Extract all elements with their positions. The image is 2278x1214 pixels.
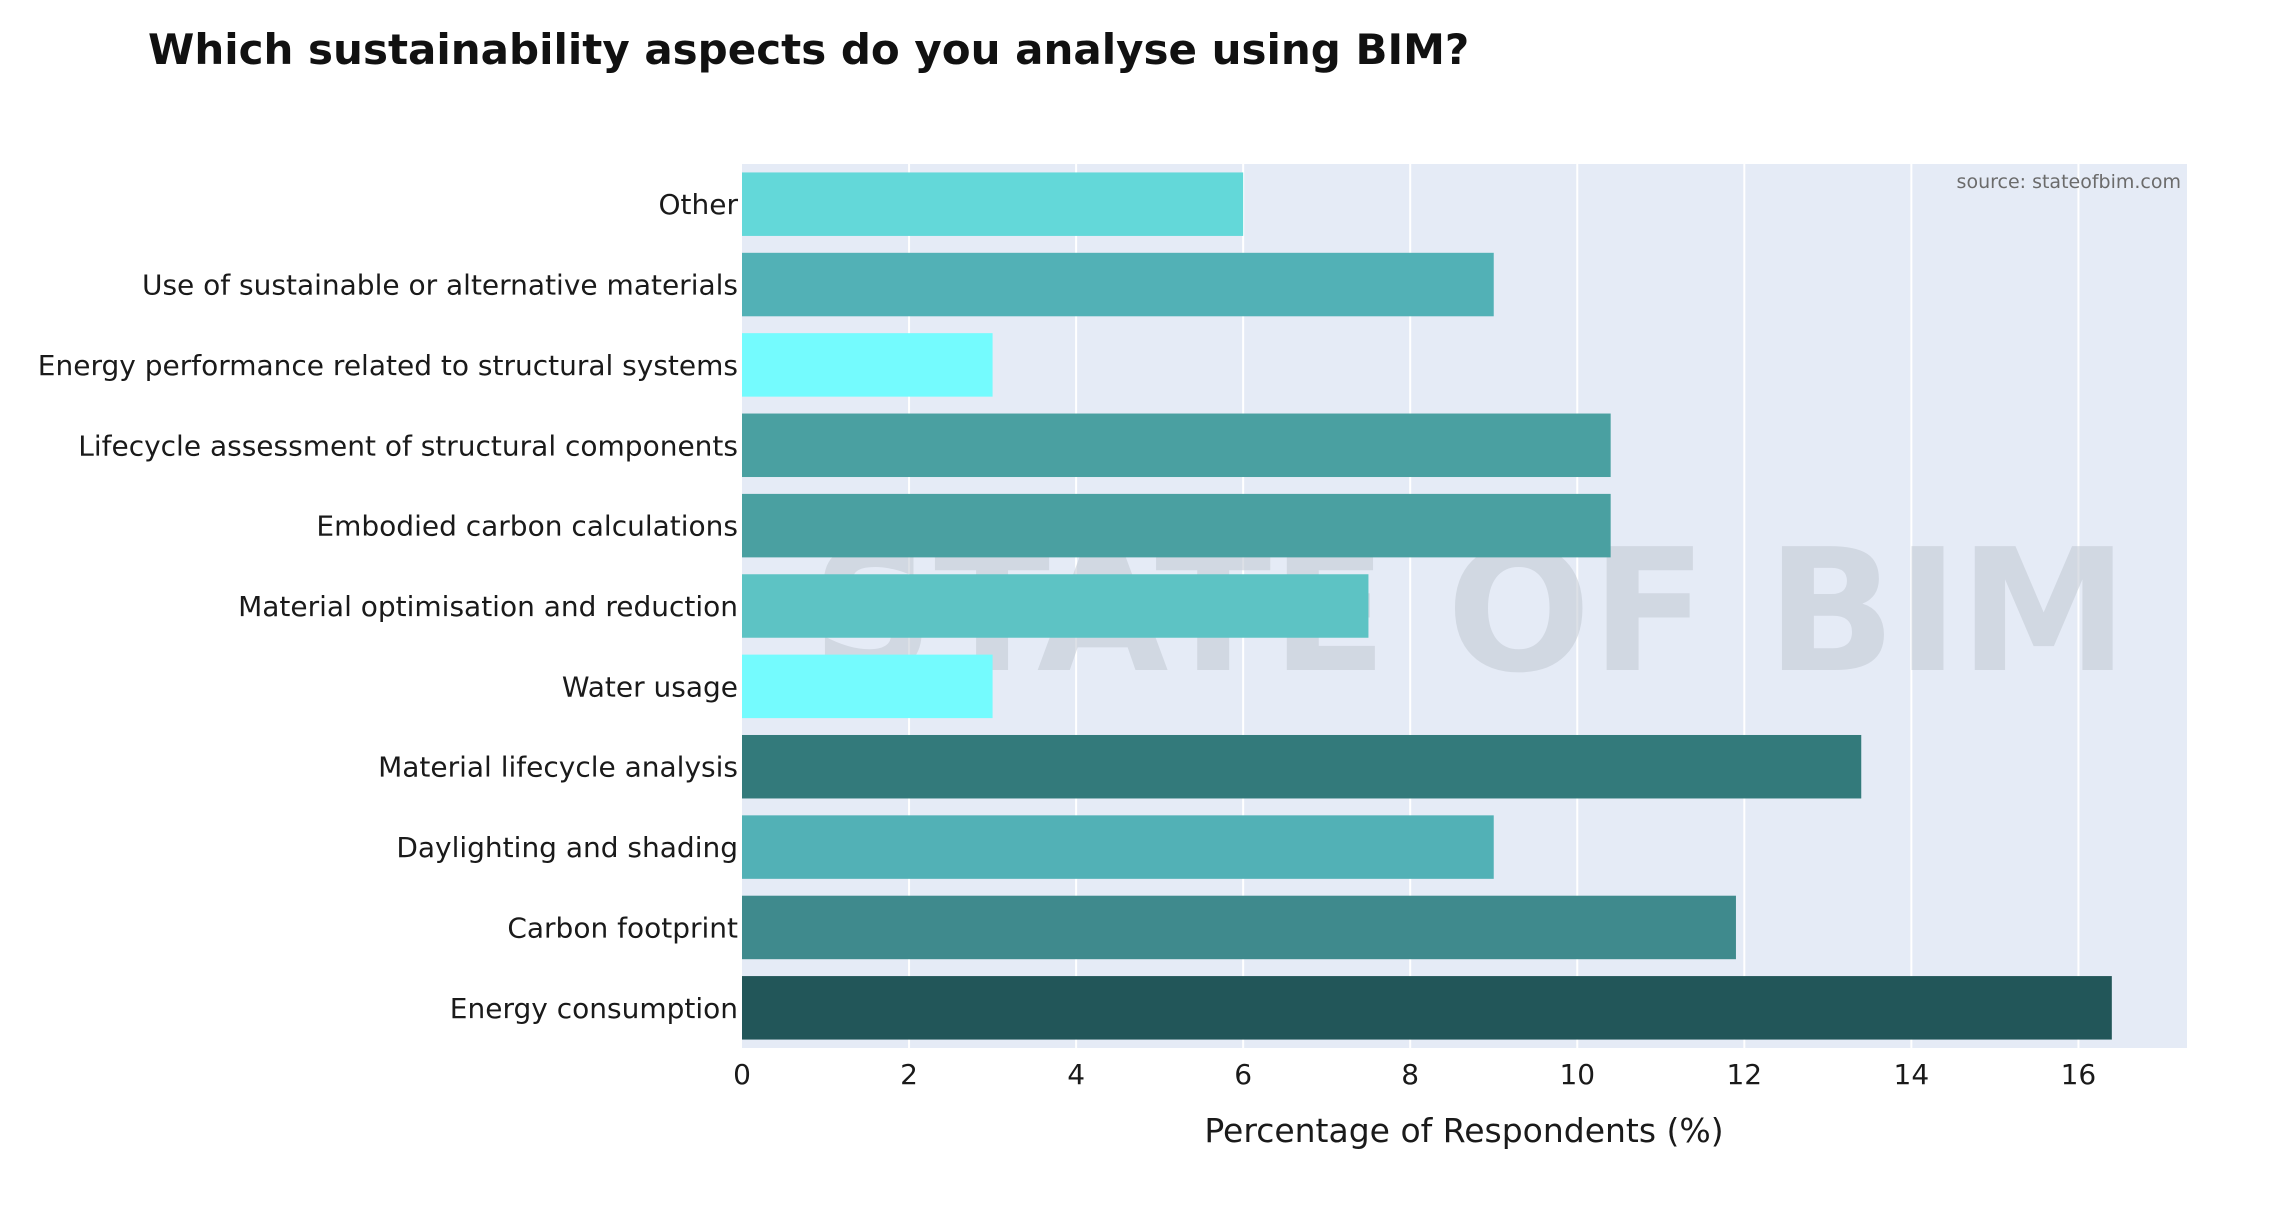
category-labels: Energy consumption Carbon footprint Daylig… [38, 188, 739, 1025]
x-axis-title: Percentage of Respondents (%) [1204, 1111, 1723, 1150]
chart-title: Which sustainability aspects do you anal… [148, 25, 1469, 74]
bar-carbon-footprint [742, 895, 1736, 960]
bar-material-optimisation-and-reduction [742, 574, 1369, 638]
category-label: Daylighting and shading [396, 831, 738, 864]
x-tick-label: 16 [2061, 1058, 2097, 1091]
x-tick-label: 10 [1559, 1058, 1595, 1091]
category-label: Water usage [562, 670, 738, 703]
category-label: Energy performance related to structural… [38, 349, 738, 382]
x-tick-label: 12 [1726, 1058, 1762, 1091]
x-tick-label: 0 [733, 1058, 751, 1091]
bar-energy-performance-related-to-structural-systems [742, 333, 993, 397]
bar-material-lifecycle-analysis [742, 734, 1862, 799]
x-tick-labels: 0 2 4 6 8 10 12 14 16 [733, 1058, 2096, 1091]
x-tick-label: 14 [1894, 1058, 1930, 1091]
x-tick-label: 2 [900, 1058, 918, 1091]
source-note: source: stateofbim.com [1957, 171, 2181, 193]
category-label: Energy consumption [450, 992, 738, 1025]
category-label: Other [658, 188, 738, 221]
bar-lifecycle-assessment-of-structural-components [742, 413, 1611, 478]
category-label: Embodied carbon calculations [316, 510, 738, 543]
bar-use-of-sustainable-or-alternative-materials [742, 252, 1494, 317]
bars [742, 172, 2112, 1040]
category-label: Lifecycle assessment of structural compo… [78, 429, 738, 462]
bar-daylighting-and-shading [742, 815, 1494, 879]
bar-other [742, 172, 1244, 236]
x-tick-label: 4 [1067, 1058, 1085, 1091]
bar-embodied-carbon-calculations [742, 493, 1611, 558]
x-tick-label: 8 [1401, 1058, 1419, 1091]
bar-energy-consumption [742, 976, 2112, 1040]
category-label: Use of sustainable or alternative materi… [142, 269, 738, 302]
category-label: Material optimisation and reduction [238, 590, 738, 623]
category-label: Carbon footprint [507, 911, 738, 944]
x-tick-label: 6 [1234, 1058, 1252, 1091]
bar-water-usage [742, 654, 993, 719]
category-label: Material lifecycle analysis [378, 751, 738, 784]
